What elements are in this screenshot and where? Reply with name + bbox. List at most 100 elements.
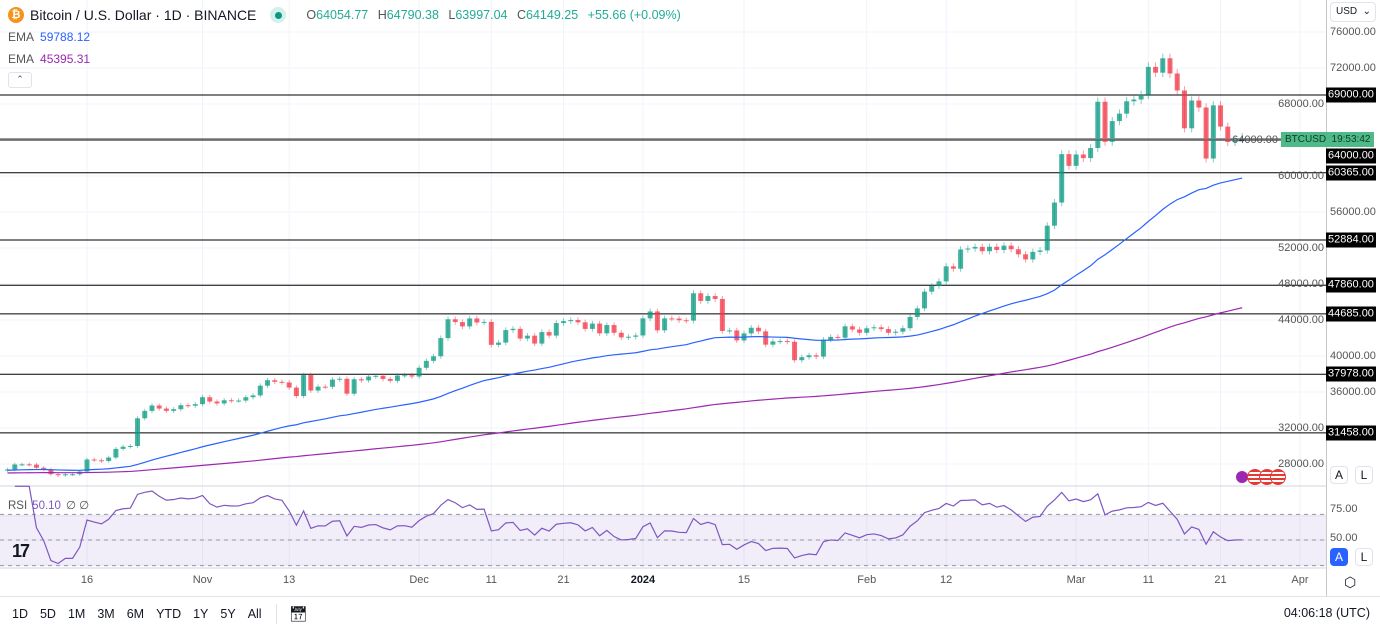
candle-body (286, 382, 292, 388)
candle-body (604, 325, 610, 334)
candle-body (1073, 154, 1079, 166)
candle-body (329, 379, 335, 387)
candle-body (459, 322, 465, 327)
candle-body (178, 405, 184, 410)
candle-body (662, 318, 668, 331)
ema-legend-slow[interactable]: EMA 45395.31 (8, 52, 91, 66)
candle-body (243, 397, 249, 401)
market-status-icon (270, 7, 287, 23)
candle-body (849, 326, 855, 330)
currency-select[interactable]: USD ⌄ (1330, 2, 1376, 22)
candle-body (806, 355, 812, 358)
range-1d-button[interactable]: 1D (12, 607, 28, 621)
candle-body (1080, 154, 1086, 159)
time-axis-label: 2024 (630, 574, 656, 586)
price-axis-label: 56000.00 (1330, 206, 1376, 218)
range-3m-button[interactable]: 3M (97, 607, 115, 621)
candle-body (510, 328, 516, 331)
level-price-label: 44685.00 (1326, 306, 1376, 322)
collapse-legend-icon[interactable]: ⌃ (8, 72, 32, 88)
candle-body (792, 341, 798, 361)
calendar-icon[interactable]: 📅︎ (288, 606, 308, 623)
price-axis-label: 40000.00 (1330, 350, 1376, 362)
candle-body (1095, 101, 1101, 149)
candle-body (546, 332, 552, 336)
price-axis-label: 60000.00 (1278, 170, 1324, 182)
range-all-button[interactable]: All (247, 607, 262, 621)
candle-body (575, 320, 581, 323)
time-axis-label: 15 (737, 574, 751, 586)
price-axis-label: 72000.00 (1330, 62, 1376, 74)
candle-body (358, 379, 364, 381)
symbol-title[interactable]: Bitcoin / U.S. Dollar · 1D · BINANCE (30, 7, 257, 23)
candle-body (315, 386, 321, 391)
candle-body (864, 328, 870, 333)
rsi-auto-scale-button[interactable]: A (1330, 548, 1348, 566)
candle-body (98, 460, 104, 462)
time-axis-label: 11 (485, 574, 498, 586)
candle-body (835, 336, 841, 338)
time-axis-label: 21 (557, 574, 570, 586)
range-ytd-button[interactable]: YTD (156, 607, 182, 621)
candle-body (1008, 245, 1014, 250)
candle-body (214, 401, 220, 404)
ema-legend-fast[interactable]: EMA 59788.12 (8, 30, 91, 44)
ema-slow-line (7, 307, 1243, 474)
time-axis-label: 16 (80, 574, 94, 586)
us-flag-event-icon[interactable] (1270, 469, 1286, 485)
auto-scale-button[interactable]: A (1330, 466, 1348, 484)
chart-legend: ₿ Bitcoin / U.S. Dollar · 1D · BINANCE O… (8, 7, 681, 23)
range-6m-button[interactable]: 6M (126, 607, 145, 621)
candle-body (236, 400, 242, 402)
candle-body (597, 323, 603, 334)
candle-body (192, 404, 198, 406)
candle-body (1225, 126, 1231, 142)
settings-icon[interactable]: ⬡ (1344, 574, 1357, 590)
time-axis-label: Nov (192, 574, 213, 586)
candle-body (1030, 251, 1036, 260)
range-5y-button[interactable]: 5Y (220, 607, 236, 621)
candle-body (431, 356, 437, 361)
candle-body (1102, 101, 1108, 142)
candle-body (344, 378, 350, 394)
candle-body (1138, 94, 1144, 100)
candle-body (416, 367, 422, 377)
candle-body (842, 326, 848, 338)
candle-body (922, 291, 928, 309)
price-axis-label: 36000.00 (1330, 386, 1376, 398)
candle-body (1203, 107, 1209, 159)
candle-body (561, 321, 567, 324)
rsi-legend[interactable]: RSI 50.10 ∅ ∅ (8, 500, 90, 512)
candle-body (351, 379, 357, 394)
candle-body (1044, 225, 1050, 251)
range-1y-button[interactable]: 1Y (193, 607, 209, 621)
candle-body (828, 336, 834, 340)
level-price-label: 64000.00 (1326, 148, 1376, 164)
candle-body (265, 380, 270, 386)
price-axis-label: 44000.00 (1278, 314, 1324, 326)
candle-body (272, 380, 278, 382)
candle-body (1160, 58, 1166, 73)
tradingview-logo[interactable]: 17 (12, 541, 30, 561)
candle-body (647, 311, 653, 319)
rsi-log-scale-button[interactable]: L (1355, 548, 1373, 566)
candle-body (1059, 154, 1065, 203)
range-1m-button[interactable]: 1M (67, 607, 86, 621)
candle-body (553, 323, 559, 336)
candle-body (380, 375, 386, 379)
candle-body (1218, 105, 1224, 127)
price-axis-label: 76000.00 (1330, 26, 1376, 38)
clock[interactable]: 04:06:18 (UTC) (1283, 606, 1370, 620)
candle-body (279, 381, 285, 383)
candle-body (1124, 101, 1130, 114)
candle-body (914, 308, 920, 317)
level-price-label: 60365.00 (1326, 165, 1376, 181)
candle-body (763, 331, 769, 345)
candle-body (524, 335, 530, 339)
candle-body (611, 325, 617, 333)
candle-body (727, 330, 733, 332)
range-5d-button[interactable]: 5D (39, 607, 56, 621)
log-scale-button[interactable]: L (1355, 466, 1373, 484)
price-chart[interactable] (0, 0, 1326, 596)
level-price-label: 69000.00 (1326, 87, 1376, 103)
